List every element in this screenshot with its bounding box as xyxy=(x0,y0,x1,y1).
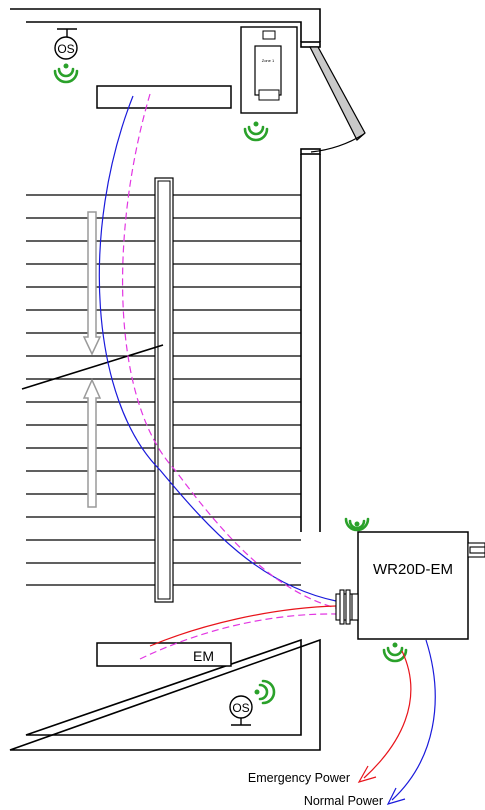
wireless-signal-icon xyxy=(344,517,370,532)
dashed-control-wire-em xyxy=(139,613,337,660)
wireless-signal-icon xyxy=(254,679,276,705)
em-light-fixture xyxy=(96,642,232,667)
normal-power-output-wire xyxy=(391,639,436,801)
emergency-power-wire-em xyxy=(149,605,337,647)
normal-power-legend: Normal Power xyxy=(304,794,383,808)
break-line xyxy=(21,344,164,390)
sensor-label-top: OS xyxy=(57,42,74,56)
controller-label: WR20D-EM xyxy=(373,561,453,578)
em-fixture-label: EM xyxy=(193,648,214,664)
wall-switch-plate[interactable]: Zone 1 xyxy=(240,26,298,114)
normal-power-arrowhead xyxy=(386,787,406,805)
sensor-label-bottom: OS xyxy=(232,701,249,715)
switch-zone-label: Zone 1 xyxy=(262,58,275,63)
normal-power-wire xyxy=(98,95,337,602)
stair-direction-arrows xyxy=(82,211,102,508)
wr20d-em-controller[interactable]: WR20D-EM xyxy=(335,531,485,640)
wireless-signal-icon xyxy=(382,642,408,663)
center-rail xyxy=(154,177,174,603)
occupancy-sensor-bottom: OS xyxy=(229,695,253,726)
conduit-fitting xyxy=(335,589,359,625)
down-arrow xyxy=(82,211,102,356)
wireless-signal-icon xyxy=(53,63,79,84)
emergency-power-arrowhead xyxy=(357,765,377,783)
up-arrow xyxy=(82,378,102,508)
side-conduit xyxy=(467,542,485,558)
emergency-power-output-wire xyxy=(363,650,412,779)
stairwell-walls xyxy=(9,8,321,751)
top-light-fixture xyxy=(96,85,232,109)
emergency-power-legend: Emergency Power xyxy=(248,771,350,785)
occupancy-sensor-top: OS xyxy=(54,28,78,60)
wireless-signal-icon xyxy=(243,121,269,142)
door xyxy=(309,46,366,153)
